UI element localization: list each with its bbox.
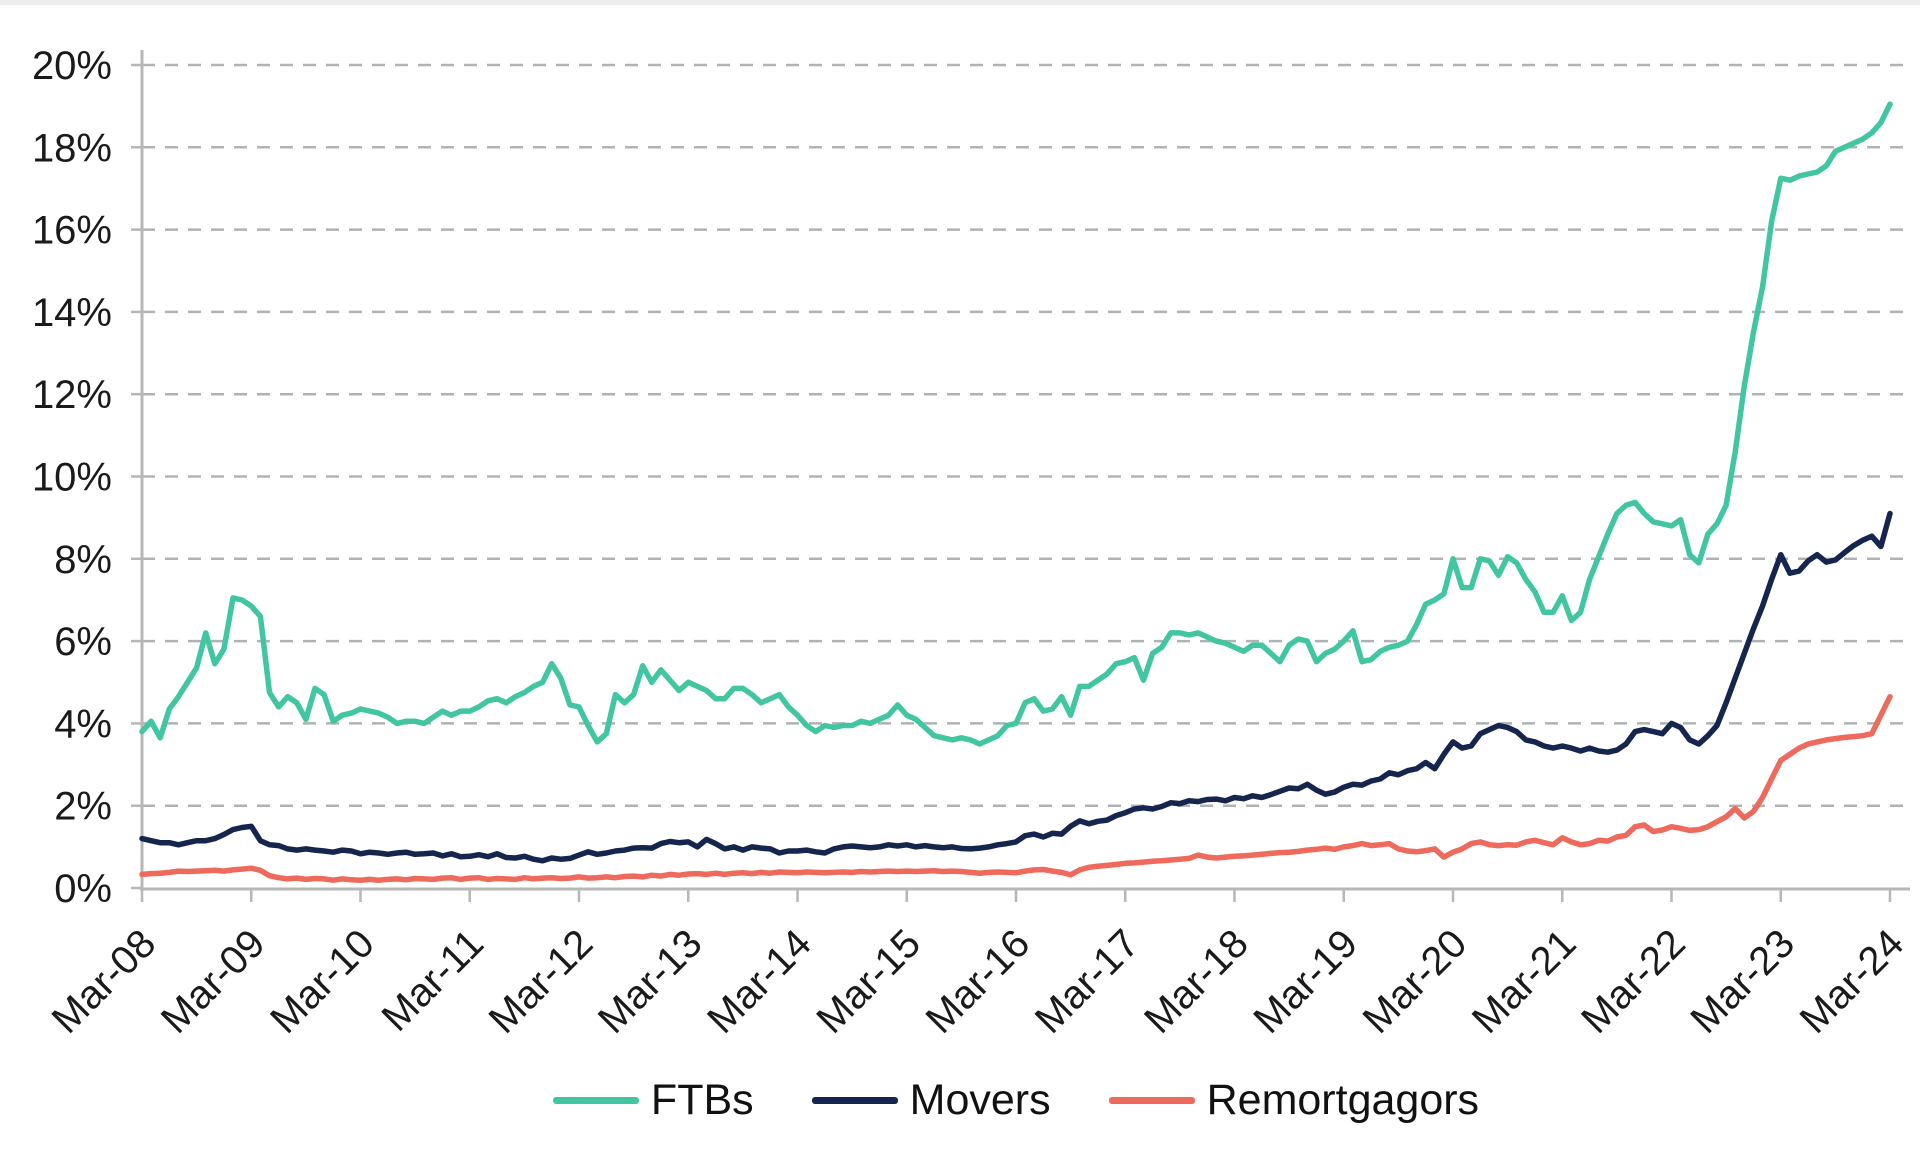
legend-label-ftbs: FTBs — [650, 1075, 754, 1124]
window-top-edge — [0, 0, 1920, 5]
svg-text:Mar-16: Mar-16 — [918, 921, 1039, 1042]
svg-text:Mar-20: Mar-20 — [1355, 921, 1476, 1042]
legend-label-movers: Movers — [909, 1075, 1051, 1124]
svg-text:Mar-12: Mar-12 — [481, 921, 602, 1042]
svg-text:4%: 4% — [54, 702, 112, 746]
svg-text:Mar-08: Mar-08 — [44, 921, 165, 1042]
axes — [131, 50, 1910, 902]
svg-text:Mar-14: Mar-14 — [699, 921, 820, 1042]
ftbs-line-swatch — [552, 1096, 639, 1104]
legend-item-movers: Movers — [811, 1075, 1051, 1124]
svg-text:16%: 16% — [32, 209, 112, 253]
svg-text:Mar-17: Mar-17 — [1027, 921, 1148, 1042]
svg-text:Mar-23: Mar-23 — [1682, 921, 1803, 1042]
legend-item-remortgagors: Remortgagors — [1108, 1075, 1480, 1124]
svg-text:18%: 18% — [32, 126, 112, 170]
svg-text:12%: 12% — [32, 373, 112, 417]
svg-text:Mar-24: Mar-24 — [1792, 921, 1913, 1042]
legend-label-remortgagors: Remortgagors — [1206, 1075, 1480, 1124]
svg-text:Mar-10: Mar-10 — [262, 921, 383, 1042]
remortgagors-line-swatch — [1108, 1096, 1195, 1104]
svg-text:10%: 10% — [32, 456, 112, 500]
svg-text:Mar-21: Mar-21 — [1464, 921, 1585, 1042]
movers-line-swatch — [811, 1096, 898, 1104]
svg-text:14%: 14% — [32, 291, 112, 335]
svg-text:8%: 8% — [54, 538, 112, 582]
svg-text:Mar-15: Mar-15 — [808, 921, 929, 1042]
data-series-lines — [139, 101, 1893, 883]
svg-text:20%: 20% — [32, 44, 112, 88]
legend: FTBs Movers Remortgagors — [142, 1072, 1890, 1128]
svg-text:Mar-13: Mar-13 — [590, 921, 711, 1042]
svg-text:Mar-09: Mar-09 — [153, 921, 274, 1042]
x-axis-tick-labels: Mar-08Mar-09Mar-10Mar-11Mar-12Mar-13Mar-… — [44, 921, 1913, 1042]
y-axis-tick-labels: 0% 2% 4% 6% 8% 10% 12% 14% 16% 18% 20% — [32, 44, 112, 911]
svg-text:Mar-22: Mar-22 — [1573, 921, 1694, 1042]
svg-text:Mar-18: Mar-18 — [1136, 921, 1257, 1042]
svg-text:Mar-19: Mar-19 — [1245, 921, 1366, 1042]
svg-text:2%: 2% — [54, 785, 112, 829]
legend-item-ftbs: FTBs — [552, 1075, 754, 1124]
svg-text:6%: 6% — [54, 620, 112, 664]
horizontal-gridlines — [142, 63, 1908, 807]
svg-text:0%: 0% — [54, 867, 112, 911]
svg-text:Mar-11: Mar-11 — [374, 921, 493, 1040]
